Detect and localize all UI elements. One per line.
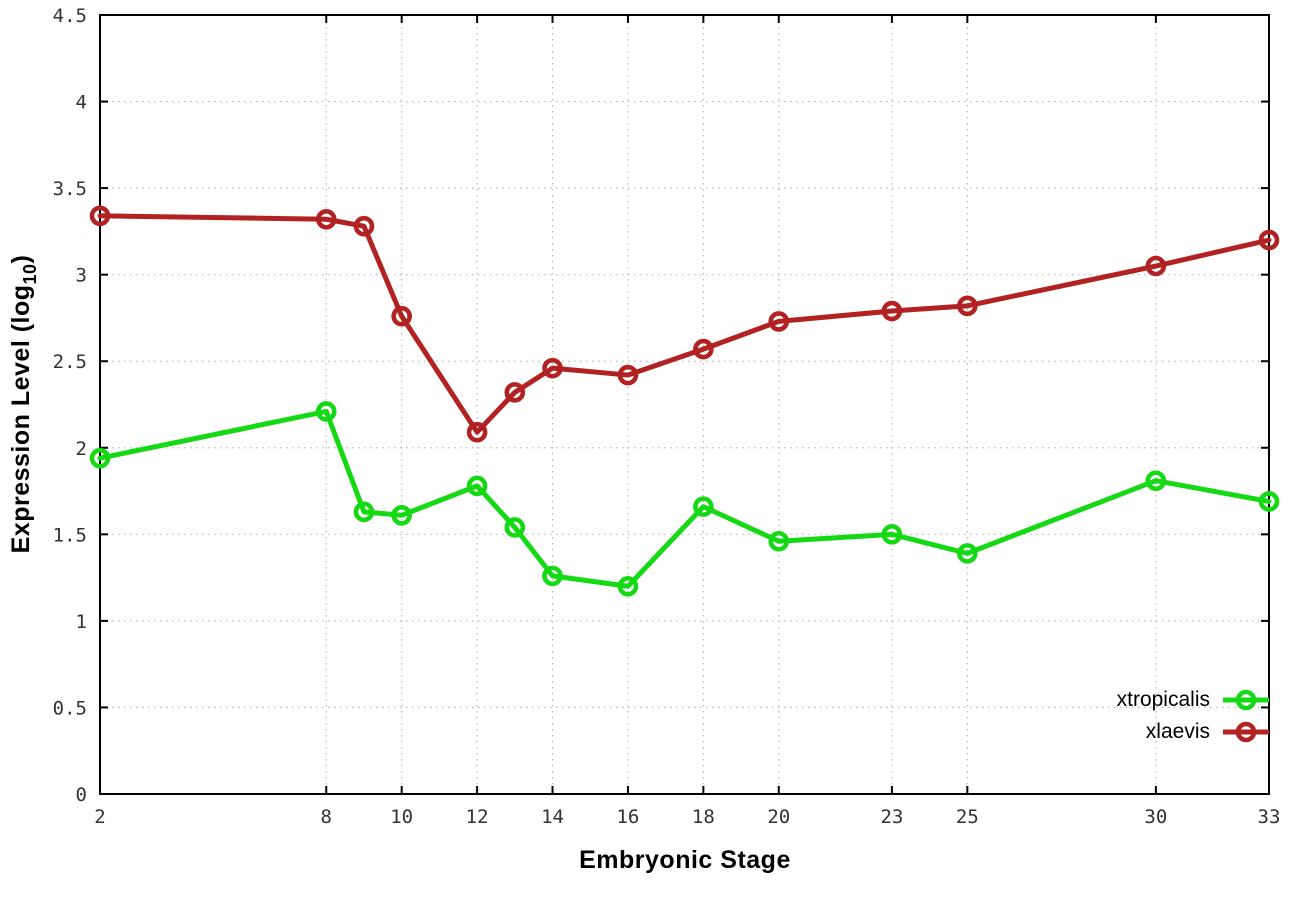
data-point-xtropicalis-stage-10 [391,504,412,526]
x-tick-label: 16 [616,806,639,828]
x-tick-label: 23 [880,806,903,828]
y-tick-label: 2 [76,438,87,460]
data-point-xlaevis-stage-25 [957,295,978,317]
data-point-xtropicalis-stage-2 [89,447,111,469]
data-point-xlaevis-stage-16 [617,364,639,386]
data-point-xlaevis-stage-8 [315,208,337,230]
data-point-xtropicalis-stage-33 [1258,491,1280,512]
data-point-xtropicalis-stage-8 [315,401,337,422]
series-line-xlaevis [97,213,1272,435]
legend: xtropicalis xlaevis [1117,685,1270,747]
data-point-xtropicalis-stage-30 [1145,470,1167,491]
data-point-xlaevis-stage-2 [89,205,111,227]
y-axis-title-subscript: 10 [20,263,40,285]
y-tick-label: 3 [76,265,87,287]
data-point-xtropicalis-stage-23 [881,524,903,545]
plot-border [99,14,1270,795]
data-point-xtropicalis-stage-13 [504,517,526,538]
y-tick-label: 3.5 [53,178,87,200]
series-line-xtropicalis [97,408,1272,589]
y-tick-label: 0.5 [53,697,87,719]
data-point-xlaevis-stage-20 [768,311,790,332]
data-point-xlaevis-stage-13 [504,382,526,403]
legend-item-xtropicalis: xtropicalis [1117,685,1270,715]
data-point-xlaevis-stage-18 [693,338,714,360]
data-point-xtropicalis-stage-14 [542,565,563,587]
data-point-xlaevis-stage-14 [542,357,563,379]
x-tick-label: 14 [541,806,564,828]
y-axis-title: Expression Level (log10) [7,255,41,554]
y-tick-label: 1.5 [53,524,87,546]
y-tick-label: 1 [76,611,87,633]
data-point-xtropicalis-stage-25 [957,543,978,564]
x-tick-label: 12 [466,806,489,828]
x-tick-label: 30 [1144,806,1167,828]
series-xtropicalis [89,401,1280,597]
gridlines [99,14,1270,795]
x-tick-label: 2 [94,806,105,828]
legend-item-xlaevis: xlaevis [1117,717,1270,747]
legend-marker-xlaevis [1223,721,1269,743]
legend-marker-xtropicalis [1223,689,1269,711]
x-tick-label: 25 [956,806,979,828]
data-point-xtropicalis-stage-18 [693,496,714,517]
data-point-xlaevis-stage-12 [466,421,488,443]
data-point-xtropicalis-stage-12 [466,475,488,497]
y-tick-label: 4 [76,92,87,114]
y-axis-title-text: Expression Level (log [7,284,35,554]
x-tick-label: 20 [767,806,790,828]
data-point-xlaevis-stage-30 [1145,255,1167,277]
tick-marks [99,14,1270,795]
data-point-xlaevis-stage-23 [881,300,903,322]
data-point-xtropicalis-stage-16 [617,575,639,597]
y-tick-label: 0 [76,784,87,806]
data-point-xlaevis-stage-33 [1258,229,1280,251]
data-point-xtropicalis-stage-20 [768,530,790,552]
series-xlaevis [89,205,1280,443]
y-axis-title-close: ) [7,254,35,264]
y-tick-label: 2.5 [53,351,87,373]
y-tick-label: 4.5 [53,5,87,27]
legend-label-xlaevis: xlaevis [1145,720,1210,743]
x-tick-label: 33 [1258,806,1281,828]
legend-label-xtropicalis: xtropicalis [1116,688,1210,711]
x-tick-label: 18 [692,806,715,828]
x-tick-label: 10 [390,806,413,828]
tick-labels: 2 8 10 12 14 16 18 20 23 25 30 33 0 0.5 1 1.5 2 2.5 3 3.5 4 4… [53,5,1281,828]
data-point-xtropicalis-stage-9 [353,501,375,523]
data-point-xlaevis-stage-9 [353,215,375,237]
x-tick-label: 8 [321,806,332,828]
x-axis-title: Embryonic Stage [579,846,791,874]
data-point-xlaevis-stage-10 [391,305,412,327]
